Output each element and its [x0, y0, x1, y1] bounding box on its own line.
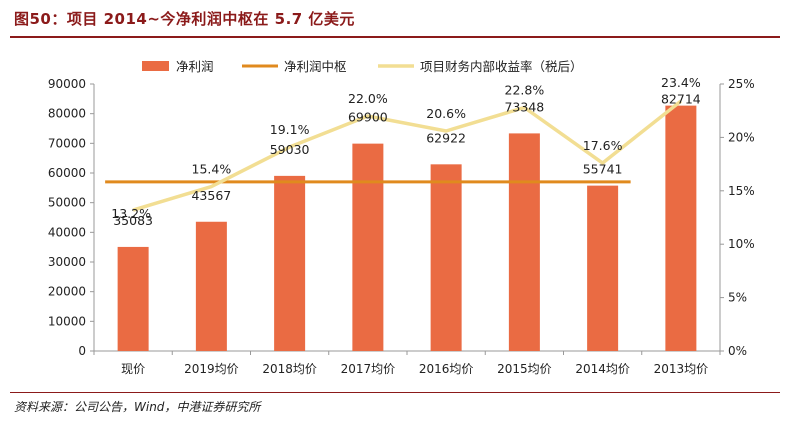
bar-net-profit: [665, 105, 697, 351]
legend-label-net-profit: 净利润: [176, 59, 214, 74]
bar-net-profit: [117, 246, 149, 351]
irr-value-label: 22.0%: [348, 91, 388, 106]
bar-value-label: 55741: [583, 162, 623, 177]
x-tick-label: 2017均价: [341, 362, 396, 376]
y-left-tick-label: 20000: [48, 285, 86, 299]
x-tick-label: 2015均价: [497, 362, 552, 376]
y-right-tick-label: 20%: [728, 130, 755, 144]
irr-value-label: 23.4%: [661, 75, 701, 90]
bar-net-profit: [274, 175, 306, 351]
y-left-tick-label: 10000: [48, 314, 86, 328]
bar-value-label: 35083: [113, 213, 153, 228]
figure-title: 图50：项目 2014~今净利润中枢在 5.7 亿美元: [14, 10, 355, 28]
legend-swatch-net-profit: [142, 61, 169, 71]
irr-value-label: 19.1%: [270, 122, 310, 137]
y-right-tick-label: 0%: [728, 344, 747, 358]
bar-net-profit: [195, 221, 227, 351]
y-left-tick-label: 60000: [48, 166, 86, 180]
y-right-tick-label: 15%: [728, 184, 755, 198]
legend-label-profit-center: 净利润中枢: [284, 59, 347, 74]
source-divider: [10, 392, 780, 393]
x-tick-label: 2014均价: [575, 362, 630, 376]
irr-value-label: 22.8%: [505, 82, 545, 97]
y-left-tick-label: 40000: [48, 225, 86, 239]
bar-value-label: 62922: [426, 130, 466, 145]
bar-net-profit: [430, 164, 462, 351]
irr-value-label: 13.2%: [111, 206, 151, 221]
bar-value-label: 82714: [661, 92, 701, 107]
irr-value-label: 17.6%: [583, 138, 623, 153]
y-left-tick-label: 50000: [48, 196, 86, 210]
y-left-tick-label: 80000: [48, 107, 86, 121]
bar-value-label: 59030: [270, 142, 310, 157]
bar-net-profit: [587, 185, 619, 351]
x-tick-label: 2013均价: [654, 362, 709, 376]
bar-value-label: 43567: [191, 188, 231, 203]
x-tick-label: 2019均价: [184, 362, 239, 376]
irr-value-label: 20.6%: [426, 106, 466, 121]
y-right-tick-label: 5%: [728, 291, 747, 305]
bar-value-label: 73348: [504, 99, 544, 114]
bar-net-profit: [352, 143, 384, 351]
y-left-tick-label: 0: [78, 344, 86, 358]
y-left-tick-label: 90000: [48, 77, 86, 91]
x-tick-label: 2018均价: [262, 362, 317, 376]
line-irr: [132, 99, 682, 212]
irr-value-label: 15.4%: [192, 162, 232, 177]
legend-label-irr: 项目财务内部收益率（税后）: [420, 59, 583, 74]
x-tick-label: 现价: [121, 362, 145, 376]
bar-net-profit: [508, 133, 540, 351]
y-right-tick-label: 25%: [728, 77, 755, 91]
title-divider: [10, 36, 780, 38]
y-right-tick-label: 10%: [728, 237, 755, 251]
y-left-tick-label: 30000: [48, 255, 86, 269]
y-left-tick-label: 70000: [48, 136, 86, 150]
bar-value-label: 69900: [348, 110, 388, 125]
x-tick-label: 2016均价: [419, 362, 474, 376]
source-note: 资料来源：公司公告，Wind，中港证券研究所: [14, 400, 261, 414]
